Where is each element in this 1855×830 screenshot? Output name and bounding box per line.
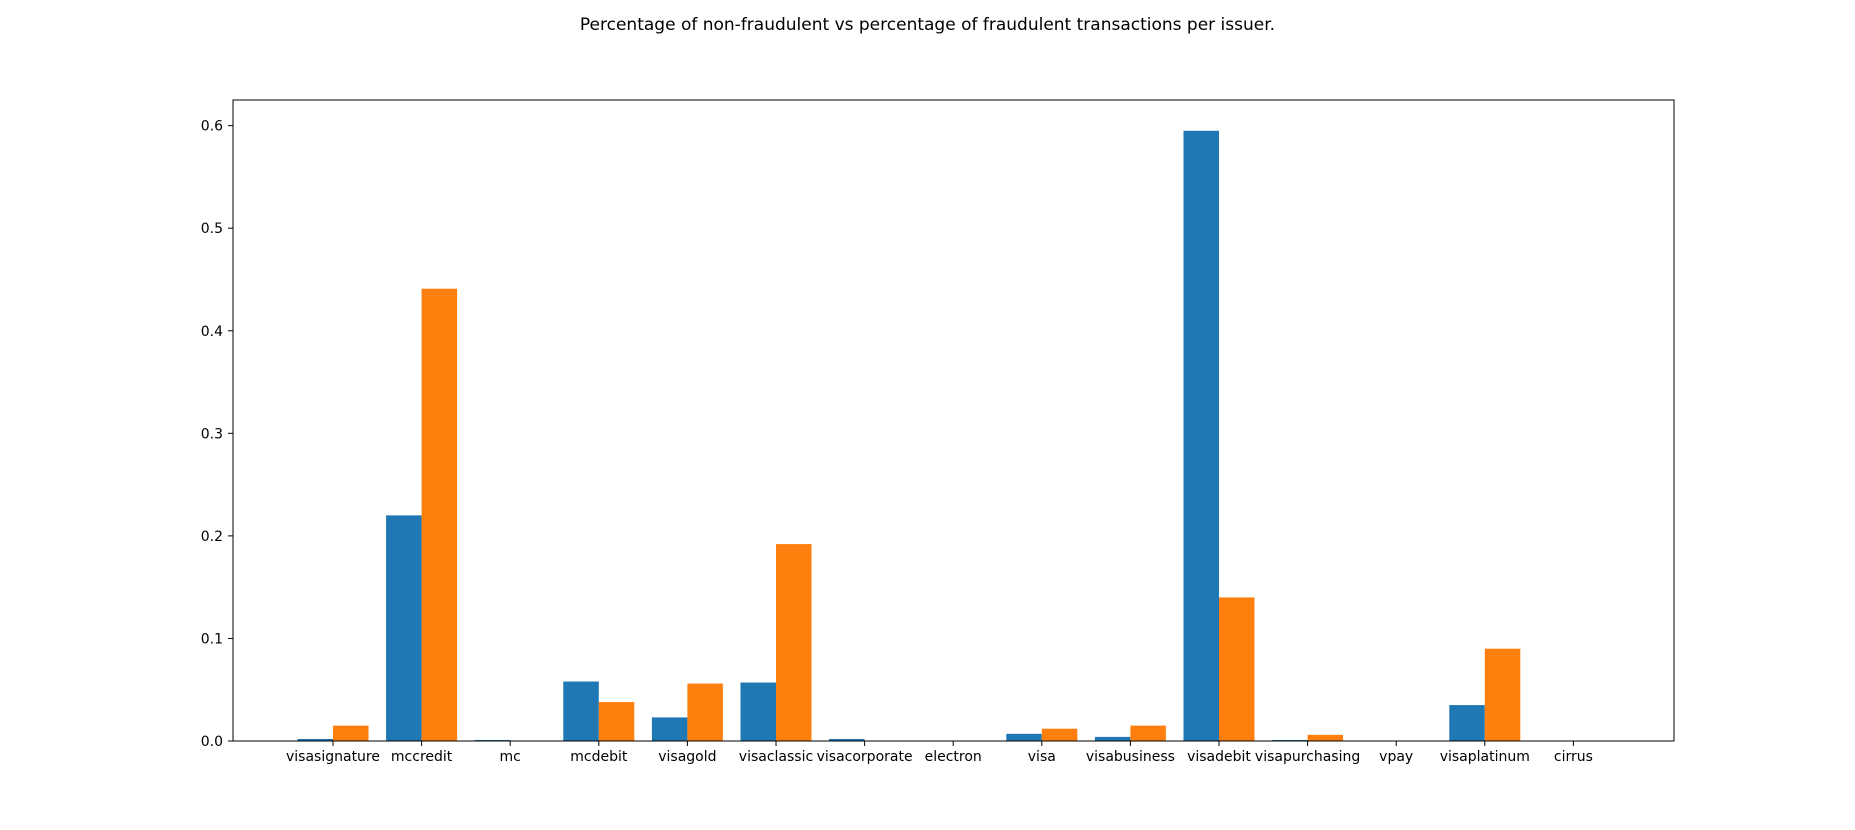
bar-visapurchasing-series-2 bbox=[1307, 734, 1344, 741]
bar-mccredit-series-2 bbox=[421, 288, 458, 741]
plot-frame bbox=[232, 99, 1675, 742]
bar-mcdebit-series-1 bbox=[563, 681, 599, 741]
x-tick-label-electron: electron bbox=[925, 749, 982, 765]
x-tick-label-cirrus: cirrus bbox=[1554, 749, 1593, 765]
y-tick-label-0.6: 0.6 bbox=[201, 119, 223, 135]
y-axis: 0.0 0.1 0.2 0.3 0.4 0.5 0.6 bbox=[201, 119, 233, 750]
bar-visa-series-1 bbox=[1006, 733, 1042, 741]
bar-visabusiness-series-2 bbox=[1130, 725, 1166, 741]
bar-visadebit-series-2 bbox=[1219, 597, 1255, 741]
bar-visasignature-series-2 bbox=[333, 725, 369, 741]
bar-visacorporate-series-1 bbox=[829, 738, 865, 741]
bar-mcdebit-series-2 bbox=[598, 702, 635, 741]
y-tick-label-0.0: 0.0 bbox=[201, 734, 223, 750]
bar-visadebit-series-1 bbox=[1183, 130, 1219, 741]
y-tick-label-0.4: 0.4 bbox=[201, 324, 223, 340]
x-tick-label-visagold: visagold bbox=[658, 749, 716, 765]
bar-visapurchasing-series-1 bbox=[1272, 739, 1308, 741]
bar-visasignature-series-1 bbox=[297, 738, 333, 741]
bar-visagold-series-2 bbox=[687, 683, 723, 741]
bar-visa-series-2 bbox=[1041, 728, 1078, 741]
bars-group bbox=[297, 130, 1574, 741]
bar-mccredit-series-1 bbox=[386, 515, 422, 741]
chart-title: Percentage of non-fraudulent vs percenta… bbox=[580, 15, 1275, 35]
bar-visabusiness-series-1 bbox=[1094, 736, 1131, 741]
bar-visagold-series-1 bbox=[651, 717, 688, 741]
x-tick-label-visasignature: visasignature bbox=[286, 749, 380, 765]
bar-mc-series-1 bbox=[474, 739, 511, 741]
x-tick-label-visaclassic: visaclassic bbox=[739, 749, 813, 765]
y-tick-label-0.2: 0.2 bbox=[201, 529, 223, 545]
x-axis: visasignature mccredit mc mcdebit visagold vi… bbox=[286, 741, 1593, 765]
x-tick-label-visa: visa bbox=[1028, 749, 1056, 765]
y-tick-label-0.3: 0.3 bbox=[201, 426, 223, 442]
x-tick-label-visadebit: visadebit bbox=[1187, 749, 1251, 765]
x-tick-label-vpay: vpay bbox=[1379, 749, 1413, 765]
x-tick-label-mcdebit: mcdebit bbox=[570, 749, 628, 765]
x-tick-label-visacorporate: visacorporate bbox=[817, 749, 913, 765]
x-tick-label-mc: mc bbox=[500, 749, 521, 765]
bar-visaplatinum-series-2 bbox=[1484, 648, 1521, 741]
bar-visaclassic-series-1 bbox=[740, 682, 776, 741]
y-tick-label-0.5: 0.5 bbox=[201, 221, 223, 237]
y-tick-label-0.1: 0.1 bbox=[201, 631, 223, 647]
x-tick-label-visabusiness: visabusiness bbox=[1086, 749, 1175, 765]
bar-visaclassic-series-2 bbox=[776, 544, 812, 741]
x-tick-label-mccredit: mccredit bbox=[391, 749, 453, 765]
bar-visaplatinum-series-1 bbox=[1449, 705, 1485, 741]
x-tick-label-visapurchasing: visapurchasing bbox=[1255, 749, 1360, 765]
x-tick-label-visaplatinum: visaplatinum bbox=[1440, 749, 1530, 765]
